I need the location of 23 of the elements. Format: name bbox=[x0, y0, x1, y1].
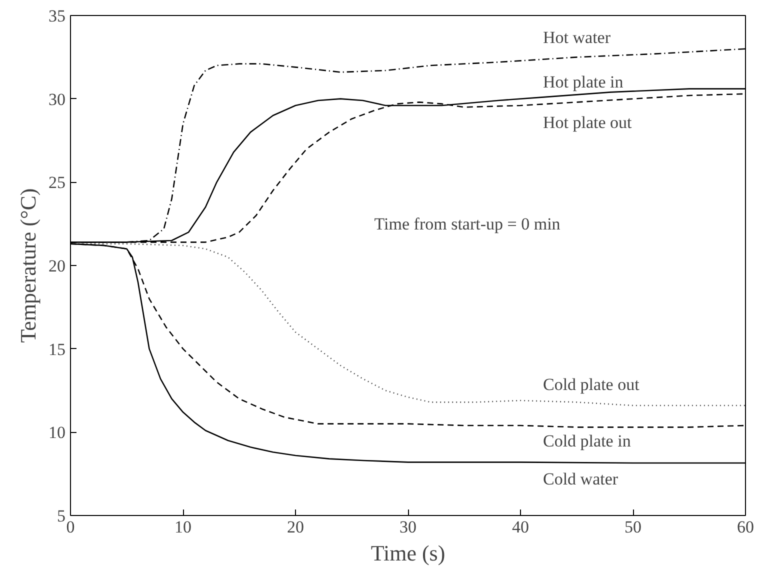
series-label: Cold plate out bbox=[543, 375, 640, 394]
x-tick-label: 50 bbox=[624, 518, 642, 536]
y-axis-title: Temperature (°C) bbox=[16, 188, 40, 343]
x-tick-label: 30 bbox=[400, 518, 416, 536]
x-tick-label: 0 bbox=[66, 518, 75, 536]
y-tick-label: 10 bbox=[48, 423, 66, 442]
series-label: Cold plate in bbox=[543, 432, 632, 451]
y-tick-label: 30 bbox=[48, 90, 66, 109]
x-tick-label: 60 bbox=[737, 518, 754, 536]
series-label: Hot plate out bbox=[543, 113, 632, 132]
x-tick-label: 10 bbox=[174, 518, 192, 536]
x-tick-label: 20 bbox=[287, 518, 304, 536]
y-tick-label: 15 bbox=[48, 340, 66, 359]
series-label: Hot water bbox=[543, 28, 611, 48]
y-tick-label: 35 bbox=[48, 6, 66, 26]
series-label: Cold water bbox=[543, 470, 618, 488]
y-tick-label: 5 bbox=[57, 506, 66, 526]
x-tick-label: 40 bbox=[512, 518, 529, 536]
x-axis-title: Time (s) bbox=[370, 540, 446, 566]
series-label: Hot plate in bbox=[543, 72, 624, 92]
annotation: Time from start-up = 0 min bbox=[374, 214, 561, 234]
y-tick-label: 25 bbox=[48, 173, 66, 192]
y-tick-label: 20 bbox=[48, 256, 66, 276]
